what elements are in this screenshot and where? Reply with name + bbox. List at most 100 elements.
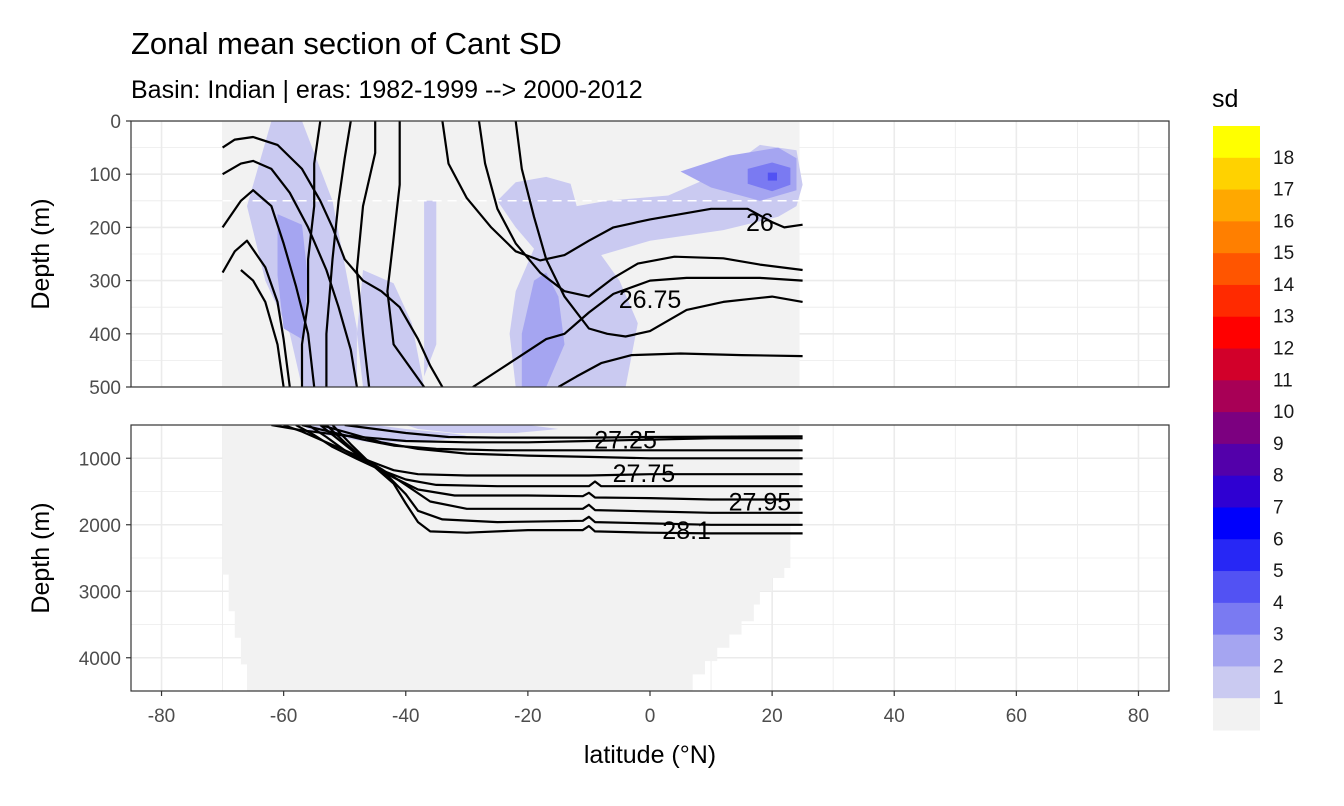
legend-color-swatch bbox=[1213, 380, 1260, 413]
panel-border bbox=[130, 120, 1170, 388]
sd-contour-fill bbox=[521, 272, 565, 387]
y-tick-label: 4000 bbox=[79, 649, 121, 670]
isopycnal-label: 27.25 bbox=[594, 427, 657, 455]
isopycnal-line bbox=[222, 159, 358, 387]
legend-label: 14 bbox=[1273, 275, 1295, 296]
isopycnal-line bbox=[514, 121, 803, 338]
legend-label: 13 bbox=[1273, 307, 1294, 328]
y-tick-label: 0 bbox=[110, 112, 121, 133]
legend-label: 9 bbox=[1273, 434, 1284, 455]
isopycnal-label: 26 bbox=[746, 209, 774, 237]
legend-label: 15 bbox=[1273, 243, 1294, 264]
isopycnal-line bbox=[221, 239, 291, 387]
isopycnal-line bbox=[325, 121, 352, 387]
sd-contour-fill bbox=[424, 200, 437, 377]
sd-contour-fill bbox=[356, 270, 425, 387]
legend-label: 17 bbox=[1273, 180, 1294, 201]
isopycnal-line bbox=[472, 276, 803, 387]
x-tick-label: 80 bbox=[1128, 706, 1149, 727]
legend-title: sd bbox=[1212, 85, 1238, 113]
isopycnal-line bbox=[355, 121, 377, 387]
legend-label: 12 bbox=[1273, 339, 1294, 360]
legend-color-swatch bbox=[1213, 126, 1260, 159]
x-tick-label: -40 bbox=[392, 706, 419, 727]
chart-title: Zonal mean section of Cant SD bbox=[131, 26, 562, 61]
legend-color-swatch bbox=[1213, 571, 1260, 604]
x-tick-label: 60 bbox=[1006, 706, 1027, 727]
y-axis-title-upper: Depth (m) bbox=[27, 198, 55, 309]
legend-color-swatch bbox=[1213, 253, 1260, 286]
y-tick-label: 100 bbox=[89, 165, 121, 186]
legend-label: 2 bbox=[1273, 656, 1284, 677]
y-tick-label: 2000 bbox=[79, 516, 121, 537]
field bbox=[221, 121, 803, 387]
isopycnal-label: 28.1 bbox=[662, 517, 711, 545]
field bbox=[222, 425, 803, 691]
x-axis-title: latitude (°N) bbox=[584, 741, 716, 769]
y-tick-label: 400 bbox=[89, 325, 121, 346]
isopycnal-label: 27.95 bbox=[729, 488, 792, 516]
legend-color-swatch bbox=[1213, 539, 1260, 572]
x-axis: -80 -60 -40 -20 0 20 40 60 80 bbox=[148, 691, 1149, 727]
legend-color-swatch bbox=[1213, 602, 1260, 636]
legend-label: 1 bbox=[1273, 688, 1284, 709]
isopycnal-line bbox=[300, 121, 322, 387]
legend-color-swatch bbox=[1213, 443, 1260, 477]
upper-panel: 26 26.75 0 100 200 300 400 500 bbox=[89, 112, 1170, 399]
x-tick-label: -60 bbox=[270, 706, 297, 727]
isopycnal-line bbox=[221, 189, 316, 387]
legend-label: 11 bbox=[1273, 370, 1293, 391]
isopycnal-line bbox=[295, 425, 803, 488]
x-tick-label: 40 bbox=[884, 706, 905, 727]
legend-color-swatch bbox=[1213, 475, 1260, 508]
y-axis-title-lower: Depth (m) bbox=[27, 502, 55, 613]
legend-color-swatch bbox=[1213, 189, 1260, 222]
legend-color-swatch bbox=[1213, 507, 1260, 540]
x-tick-label: 20 bbox=[762, 706, 783, 727]
legend-color-swatch bbox=[1213, 634, 1260, 667]
x-tick-label: -20 bbox=[514, 706, 541, 727]
y-tick-label: 300 bbox=[89, 272, 121, 293]
isopycnal-line bbox=[240, 269, 285, 387]
sd-contour-fill bbox=[302, 425, 467, 443]
legend-color-swatch bbox=[1213, 348, 1260, 381]
legend-color-swatch bbox=[1213, 412, 1260, 445]
isopycnal-label: 26.75 bbox=[619, 286, 682, 314]
legend-label: 8 bbox=[1273, 466, 1284, 487]
isopycnal-line bbox=[221, 135, 444, 387]
isopycnal-line bbox=[344, 425, 803, 439]
legend-label: 5 bbox=[1273, 561, 1284, 582]
legend-color-swatch bbox=[1213, 316, 1260, 350]
isopycnal-line bbox=[320, 425, 803, 460]
legend-label: 16 bbox=[1273, 211, 1294, 232]
legend-color-swatch bbox=[1213, 666, 1260, 699]
isopycnal-label: 27.75 bbox=[613, 460, 676, 488]
sd-contour-fill bbox=[405, 425, 559, 433]
chart-subtitle: Basin: Indian | eras: 1982-1999 --> 2000… bbox=[131, 76, 643, 104]
lower-panel: 27.25 27.75 27.95 28.1 1000 2000 3000 4000 bbox=[79, 424, 1170, 692]
legend-label: 18 bbox=[1273, 148, 1294, 169]
x-tick-label: -80 bbox=[148, 706, 175, 727]
sd-contour-fill bbox=[767, 172, 777, 181]
isopycnal-line bbox=[477, 121, 803, 298]
legend-color-swatch bbox=[1213, 284, 1260, 318]
legend-color-swatch bbox=[1213, 157, 1260, 191]
sd-field-base bbox=[222, 425, 800, 691]
isopycnal-line bbox=[557, 352, 803, 387]
legend-label: 4 bbox=[1273, 593, 1284, 614]
isopycnal-line bbox=[307, 425, 803, 501]
isopycnal-line bbox=[386, 121, 425, 387]
isopycnal-line bbox=[331, 425, 803, 535]
y-tick-label: 1000 bbox=[79, 449, 121, 470]
legend-label: 3 bbox=[1273, 625, 1284, 646]
legend-label: 6 bbox=[1273, 529, 1284, 550]
y-tick-label: 500 bbox=[89, 378, 121, 399]
legend-label: 10 bbox=[1273, 402, 1294, 423]
y-tick-label: 3000 bbox=[79, 582, 121, 603]
x-tick-label: 0 bbox=[645, 706, 656, 727]
isopycnal-line bbox=[441, 121, 803, 262]
legend-color-swatch bbox=[1213, 221, 1260, 254]
legend-color-swatch bbox=[1213, 698, 1260, 731]
